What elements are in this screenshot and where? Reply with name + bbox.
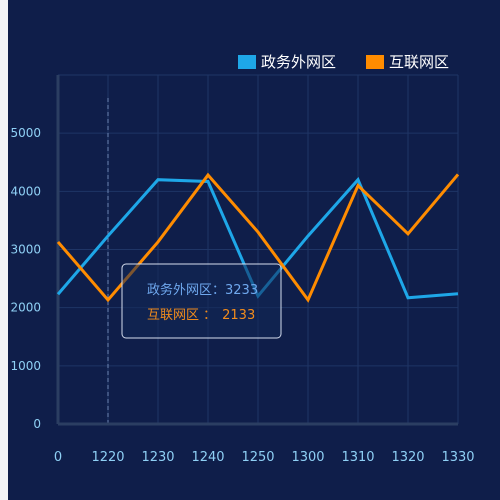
axes: 0 1000 2000 3000 4000 5000 0 1220 1230 1240 1250 13…: [10, 75, 475, 465]
x-tick-label: 1220: [91, 450, 124, 465]
tooltip-value: 2133: [222, 308, 255, 323]
tooltip-value: 3233: [225, 283, 258, 298]
x-tick-label: 1330: [441, 450, 474, 465]
tooltip-label: 政务外网区：: [147, 282, 225, 298]
x-tick-label: 1250: [241, 450, 274, 465]
grid: [58, 74, 459, 424]
y-tick-label: 2000: [10, 301, 41, 315]
x-tick-label: 1300: [291, 450, 324, 465]
tooltip-label: 互联网区 ：: [147, 308, 216, 323]
legend-swatch-1: [238, 55, 256, 69]
y-tick-label: 5000: [10, 126, 41, 140]
legend-swatch-2: [366, 55, 384, 69]
y-tick-label: 4000: [10, 184, 41, 198]
legend-label-2: 互联网区: [389, 53, 449, 71]
legend-label-1: 政务外网区: [261, 53, 336, 71]
tooltip-row-2: 互联网区 ： 2133: [147, 308, 255, 323]
tooltip-row-1: 政务外网区：3233: [147, 282, 258, 298]
legend: 政务外网区 互联网区: [238, 53, 449, 71]
tooltip: 政务外网区：3233 互联网区 ： 2133: [121, 263, 282, 339]
x-tick-label: 1310: [341, 450, 374, 465]
x-tick-label: 0: [54, 450, 62, 465]
x-tick-label: 1240: [191, 450, 224, 465]
y-tick-label: 3000: [10, 243, 41, 257]
x-tick-label: 1320: [391, 450, 424, 465]
tooltip-box: [121, 263, 282, 339]
y-tick-label: 1000: [10, 359, 41, 373]
y-tick-label: 0: [33, 417, 41, 431]
x-tick-label: 1230: [141, 450, 174, 465]
